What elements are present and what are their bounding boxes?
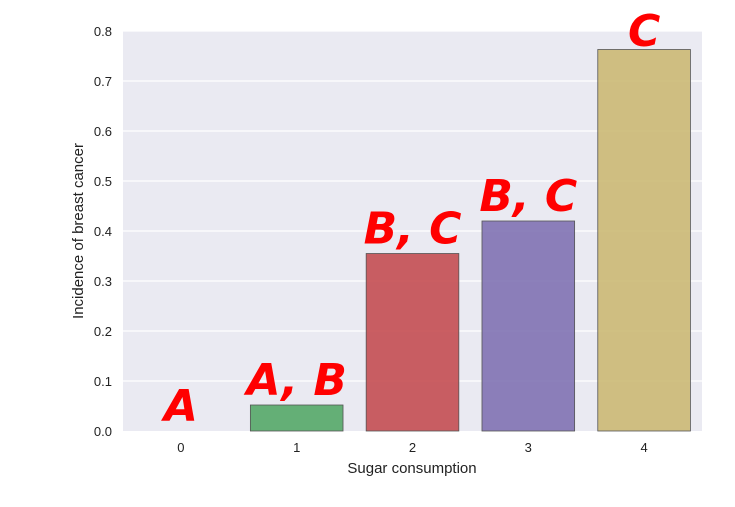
y-tick-label: 0.2 xyxy=(94,324,112,339)
y-tick-labels: 0.0 0.1 0.2 0.3 0.4 0.5 0.6 0.7 0.8 xyxy=(94,24,112,439)
annotations: A A, B B, C B, C C xyxy=(161,6,660,432)
x-axis-title: Sugar consumption xyxy=(347,460,476,477)
x-tick-label: 3 xyxy=(525,440,532,455)
annotation-label: C xyxy=(628,6,660,57)
bar-4 xyxy=(597,49,691,432)
y-tick-label: 0.5 xyxy=(94,174,112,189)
y-tick-label: 0.8 xyxy=(94,24,112,39)
x-tick-labels: 0 1 2 3 4 xyxy=(177,440,647,455)
annotation-label: A, B xyxy=(243,355,346,406)
x-tick-label: 0 xyxy=(177,440,184,455)
x-tick-label: 1 xyxy=(293,440,300,455)
y-tick-label: 0.3 xyxy=(94,274,112,289)
bar-2 xyxy=(365,253,460,432)
y-tick-label: 0.7 xyxy=(94,74,112,89)
annotation-label: B, C xyxy=(479,171,577,222)
bar-3 xyxy=(481,220,576,432)
y-tick-label: 0.1 xyxy=(94,374,112,389)
y-axis-title: Incidence of breast cancer xyxy=(70,143,87,319)
y-tick-label: 0.4 xyxy=(94,224,112,239)
x-tick-label: 2 xyxy=(409,440,416,455)
y-tick-label: 0.0 xyxy=(94,424,112,439)
x-tick-label: 4 xyxy=(640,440,647,455)
bar-1 xyxy=(249,404,344,432)
annotation-label: A xyxy=(161,381,198,432)
y-tick-label: 0.6 xyxy=(94,124,112,139)
bars xyxy=(249,49,691,432)
annotation-label: B, C xyxy=(364,204,462,255)
